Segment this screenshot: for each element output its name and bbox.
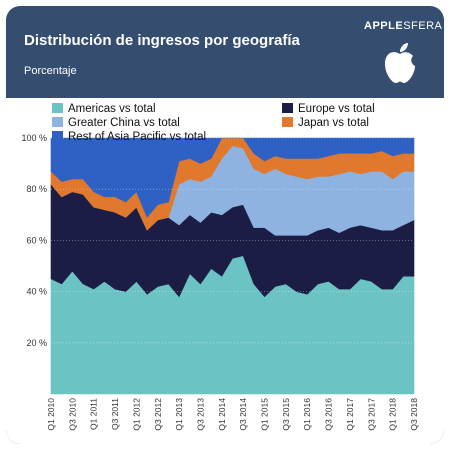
legend-label: Greater China vs total xyxy=(68,117,180,129)
y-tick-label: 20 % xyxy=(26,338,47,348)
legend-swatch xyxy=(52,103,63,113)
legend-swatch xyxy=(282,117,293,127)
brand-bold: APPLE xyxy=(364,20,404,32)
x-tick-label: Q3 2012 xyxy=(153,398,163,431)
legend-label: Japan vs total xyxy=(298,117,369,129)
brand-light: SFERA xyxy=(403,20,443,32)
chart-title: Distribución de ingresos por geografía xyxy=(24,32,300,49)
x-tick-label: Q3 2015 xyxy=(281,398,291,431)
x-tick-label: Q1 2017 xyxy=(345,398,355,431)
y-tick-label: 100 % xyxy=(21,133,47,143)
y-tick-label: 60 % xyxy=(26,235,47,245)
x-tick-label: Q3 2013 xyxy=(195,398,205,431)
legend-label: Rest of Asia Pacific vs total xyxy=(68,131,206,143)
chart-subtitle: Porcentaje xyxy=(24,65,77,77)
x-tick-label: Q1 2014 xyxy=(217,398,227,431)
x-tick-label: Q1 2018 xyxy=(388,398,398,431)
legend-swatch xyxy=(52,117,63,127)
area-series-4 xyxy=(50,137,415,218)
x-tick-label: Q3 2014 xyxy=(238,398,248,431)
x-tick-label: Q3 2011 xyxy=(110,398,120,430)
y-tick-label: 40 % xyxy=(26,287,47,297)
brand-logo-text: APPLESFERA xyxy=(364,20,442,32)
x-tick-label: Q1 2016 xyxy=(302,398,312,431)
legend-label: Europe vs total xyxy=(298,103,375,115)
stacked-area-chart: 20 % 40 % 60 % 80 % 100 % Q1 2010 Q3 2010 Q1 20… xyxy=(21,103,419,431)
legend-swatch xyxy=(282,103,293,113)
legend-swatch xyxy=(52,131,63,141)
y-tick-label: 80 % xyxy=(26,184,47,194)
x-tick-label: Q3 2016 xyxy=(324,398,334,431)
x-tick-label: Q3 2017 xyxy=(366,398,376,431)
x-tick-label: Q1 2013 xyxy=(174,398,184,431)
x-tick-label: Q1 2010 xyxy=(46,398,56,431)
legend-label: Americas vs total xyxy=(68,103,156,115)
plot-panel: 20 % 40 % 60 % 80 % 100 % Q1 2010 Q3 2010 Q1 20… xyxy=(6,98,444,444)
apple-logo-icon xyxy=(385,43,415,83)
x-tick-label: Q1 2011 xyxy=(89,398,99,430)
x-tick-label: Q3 2018 xyxy=(409,398,419,431)
x-tick-label: Q1 2015 xyxy=(260,398,270,431)
x-tick-label: Q3 2010 xyxy=(67,398,77,431)
x-tick-label: Q1 2012 xyxy=(131,398,141,431)
chart-card: Distribución de ingresos por geografía P… xyxy=(6,6,444,444)
